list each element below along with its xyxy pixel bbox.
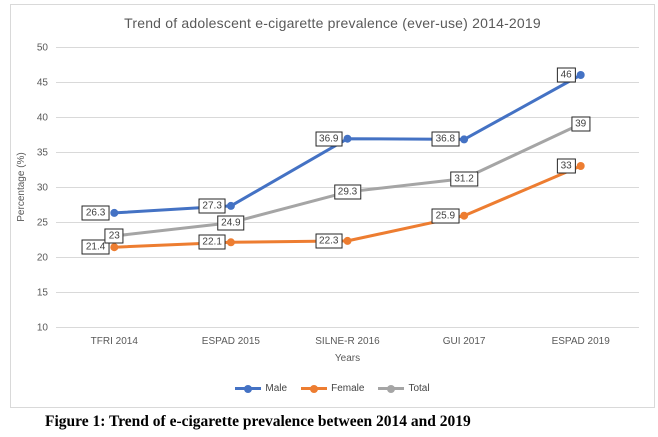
chart-area: Trend of adolescent e-cigarette prevalen… xyxy=(10,4,655,408)
data-point-total xyxy=(576,120,585,128)
y-tick-label: 50 xyxy=(37,43,49,54)
y-tick-label: 30 xyxy=(37,183,49,194)
legend-label: Male xyxy=(265,383,288,394)
legend-item-female: Female xyxy=(301,383,364,394)
y-tick-label: 45 xyxy=(37,78,49,89)
data-point-total xyxy=(460,174,469,183)
legend-label: Female xyxy=(331,383,365,394)
x-tick-label: ESPAD 2019 xyxy=(552,336,611,347)
legend-line-marker xyxy=(378,384,405,393)
legend-dot-marker xyxy=(310,384,319,393)
y-tick-label: 40 xyxy=(37,113,49,124)
data-point-total xyxy=(226,218,235,227)
data-point-male xyxy=(110,208,119,217)
legend-line-marker xyxy=(301,384,328,393)
data-point-male xyxy=(343,134,352,143)
data-point-male xyxy=(460,135,469,144)
y-axis-title: Percentage (%) xyxy=(16,152,27,221)
chart-title: Trend of adolescent e-cigarette prevalen… xyxy=(124,15,541,31)
legend-label: Total xyxy=(408,383,430,394)
data-point-female xyxy=(226,238,235,247)
x-tick-label: SILNE-R 2016 xyxy=(315,336,380,347)
legend-dot-marker xyxy=(244,384,253,393)
data-point-male xyxy=(226,201,235,210)
series-line-female xyxy=(114,164,582,249)
data-point-female xyxy=(110,243,119,252)
data-point-total xyxy=(343,187,352,196)
data-point-female xyxy=(343,236,352,245)
y-tick-label: 10 xyxy=(37,323,49,334)
data-point-female xyxy=(460,211,469,220)
data-point-female xyxy=(576,162,585,170)
chart-legend: Male Female Total xyxy=(11,383,654,394)
x-tick-label: GUI 2017 xyxy=(443,336,486,347)
y-tick-label: 25 xyxy=(37,218,49,229)
data-point-total xyxy=(110,232,119,240)
legend-dot-marker xyxy=(387,384,396,393)
line-chart-plot: 10 15 20 25 30 35 40 45 50 TFRI 2014 ESPAD 2015 SIL… xyxy=(16,43,639,364)
x-tick-label: TFRI 2014 xyxy=(91,336,139,347)
y-tick-label: 20 xyxy=(37,253,49,264)
y-tick-label: 15 xyxy=(37,288,49,299)
legend-line-marker xyxy=(235,384,262,393)
legend-item-total: Total xyxy=(378,383,430,394)
legend-item-male: Male xyxy=(235,383,287,394)
x-tick-label: ESPAD 2015 xyxy=(202,336,261,347)
y-tick-label: 35 xyxy=(37,148,49,159)
data-point-male xyxy=(576,71,585,79)
figure-caption: Figure 1: Trend of e-cigarette prevalenc… xyxy=(45,413,471,430)
x-axis-title: Years xyxy=(335,353,360,364)
